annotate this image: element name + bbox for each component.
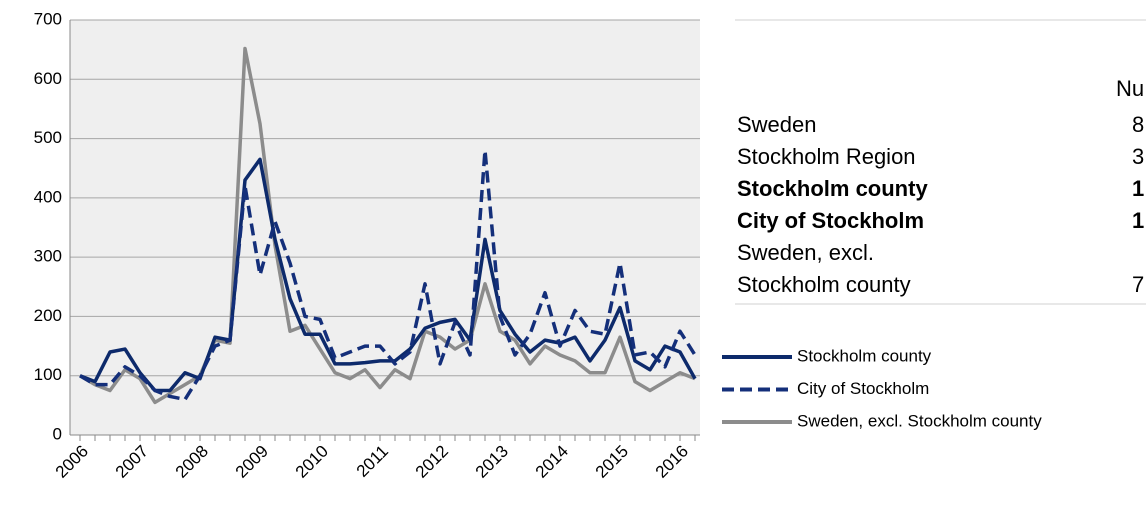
plot-background	[70, 20, 700, 435]
x-tick-label: 2007	[112, 442, 152, 482]
y-tick-label: 400	[34, 187, 62, 206]
table-header: Nu	[1116, 76, 1144, 101]
legend-label: Sweden, excl. Stockholm county	[797, 411, 1042, 430]
legend-label: Stockholm county	[797, 346, 932, 365]
y-tick-label: 300	[34, 247, 62, 266]
y-tick-label: 700	[34, 9, 62, 28]
legend-label: City of Stockholm	[797, 379, 929, 398]
x-tick-label: 2006	[52, 442, 92, 482]
series-line	[79, 46, 696, 405]
row-value: 7	[1132, 272, 1144, 297]
x-tick-label: 2009	[232, 442, 272, 482]
x-tick-label: 2012	[412, 442, 452, 482]
series-line	[79, 148, 697, 402]
series-line	[79, 157, 697, 393]
x-tick-label: 2014	[532, 442, 572, 482]
row-label: City of Stockholm	[737, 208, 924, 233]
x-tick-label: 2016	[652, 442, 692, 482]
y-tick-label: 0	[53, 424, 62, 443]
row-value: 8	[1132, 112, 1144, 137]
row-label: Sweden, excl.	[737, 240, 874, 265]
row-label: Stockholm Region	[737, 144, 916, 169]
x-tick-label: 2010	[292, 442, 332, 482]
row-value: 1	[1132, 176, 1144, 201]
y-tick-label: 100	[34, 365, 62, 384]
row-value: 1	[1132, 208, 1144, 233]
y-tick-label: 200	[34, 306, 62, 325]
x-tick-label: 2015	[592, 442, 632, 482]
row-label: Stockholm county	[737, 272, 911, 297]
row-label: Sweden	[737, 112, 817, 137]
x-tick-label: 2011	[353, 442, 392, 481]
row-label: Stockholm county	[737, 176, 928, 201]
x-tick-label: 2008	[172, 442, 212, 482]
y-tick-label: 500	[34, 128, 62, 147]
y-tick-label: 600	[34, 69, 62, 88]
row-value: 3	[1132, 144, 1144, 169]
x-tick-label: 2013	[472, 442, 512, 482]
